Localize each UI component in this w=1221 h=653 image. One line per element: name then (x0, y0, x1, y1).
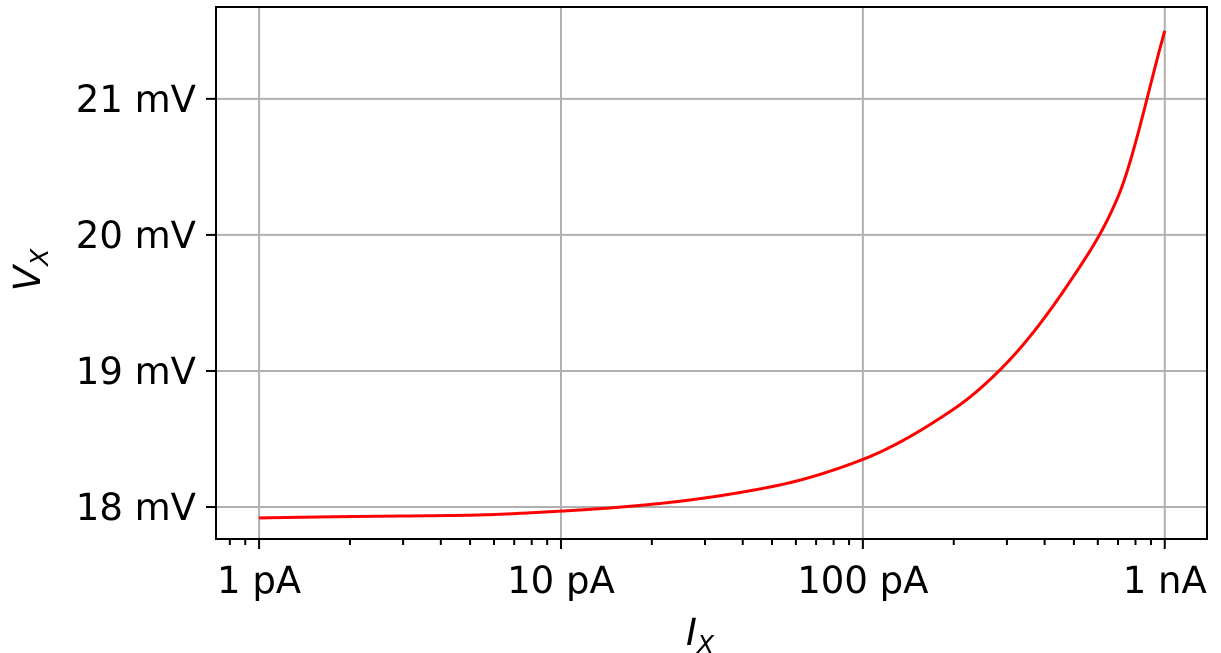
x-axis-label-sub: X (695, 630, 715, 653)
x-axis-label: IX (686, 611, 715, 653)
y-tick-label: 21 mV (76, 78, 196, 121)
x-tick-label: 100 pA (797, 559, 928, 602)
y-axis-label-sub: X (25, 248, 54, 268)
x-tick-label: 10 pA (507, 559, 615, 602)
x-tick-label: 1 nA (1123, 559, 1207, 602)
axis-ticks (206, 97, 1166, 549)
y-tick-label: 19 mV (76, 350, 196, 393)
series-layer (259, 30, 1167, 520)
plot-frame (215, 6, 1208, 540)
tick-labels: 1 pA 10 pA 100 pA 1 nA 18 mV 19 mV 20 mV 21 mV (76, 78, 1207, 602)
y-axis-label-main: V (6, 263, 49, 291)
y-tick-label: 20 mV (76, 214, 196, 257)
x-axis-label-main: I (686, 611, 697, 653)
grid-lines (216, 7, 1207, 539)
series-line (259, 30, 1167, 520)
y-axis-label: VX (6, 248, 54, 291)
x-tick-label: 1 pA (217, 559, 301, 602)
y-tick-label: 18 mV (76, 486, 196, 529)
